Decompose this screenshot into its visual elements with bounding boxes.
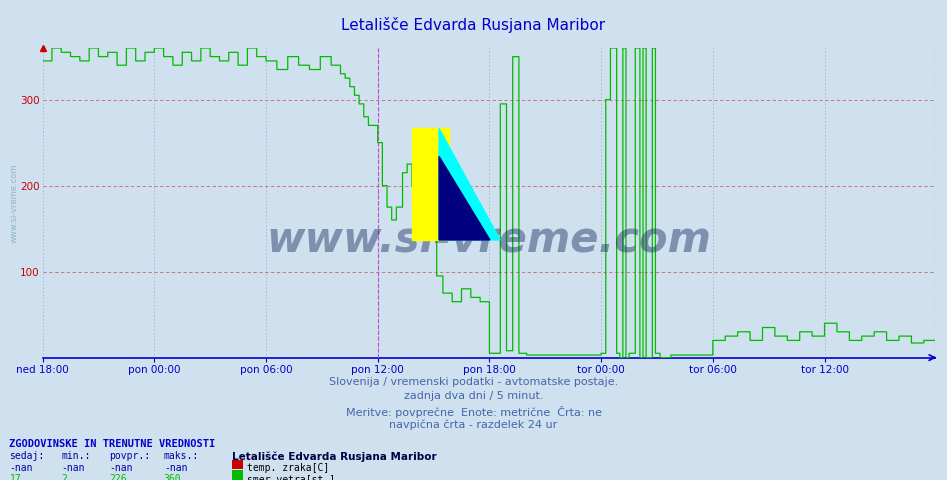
Text: -nan: -nan [9,463,33,473]
Text: temp. zraka[C]: temp. zraka[C] [247,463,330,473]
Text: povpr.:: povpr.: [109,451,150,461]
Text: zadnja dva dni / 5 minut.: zadnja dva dni / 5 minut. [403,391,544,401]
Text: www.si-vreme.com: www.si-vreme.com [266,219,711,261]
Text: -nan: -nan [109,463,133,473]
Text: Meritve: povprečne  Enote: metrične  Črta: ne: Meritve: povprečne Enote: metrične Črta:… [346,406,601,418]
Text: 2: 2 [62,474,67,480]
Text: navpična črta - razdelek 24 ur: navpična črta - razdelek 24 ur [389,420,558,431]
Text: Letališče Edvarda Rusjana Maribor: Letališče Edvarda Rusjana Maribor [232,451,437,462]
Text: min.:: min.: [62,451,91,461]
Text: 17: 17 [9,474,21,480]
Text: sedaj:: sedaj: [9,451,45,461]
Text: 360: 360 [164,474,182,480]
Text: Slovenija / vremenski podatki - avtomatske postaje.: Slovenija / vremenski podatki - avtomats… [329,377,618,387]
Text: -nan: -nan [164,463,188,473]
Text: Letališče Edvarda Rusjana Maribor: Letališče Edvarda Rusjana Maribor [342,17,605,33]
Text: -nan: -nan [62,463,85,473]
Text: 226: 226 [109,474,127,480]
Text: ZGODOVINSKE IN TRENUTNE VREDNOSTI: ZGODOVINSKE IN TRENUTNE VREDNOSTI [9,439,216,449]
Polygon shape [439,156,490,240]
Text: maks.:: maks.: [164,451,199,461]
Text: smer vetra[st.]: smer vetra[st.] [247,474,335,480]
Text: www.si-vreme.com: www.si-vreme.com [9,163,19,242]
Polygon shape [439,129,500,240]
Bar [412,129,449,240]
